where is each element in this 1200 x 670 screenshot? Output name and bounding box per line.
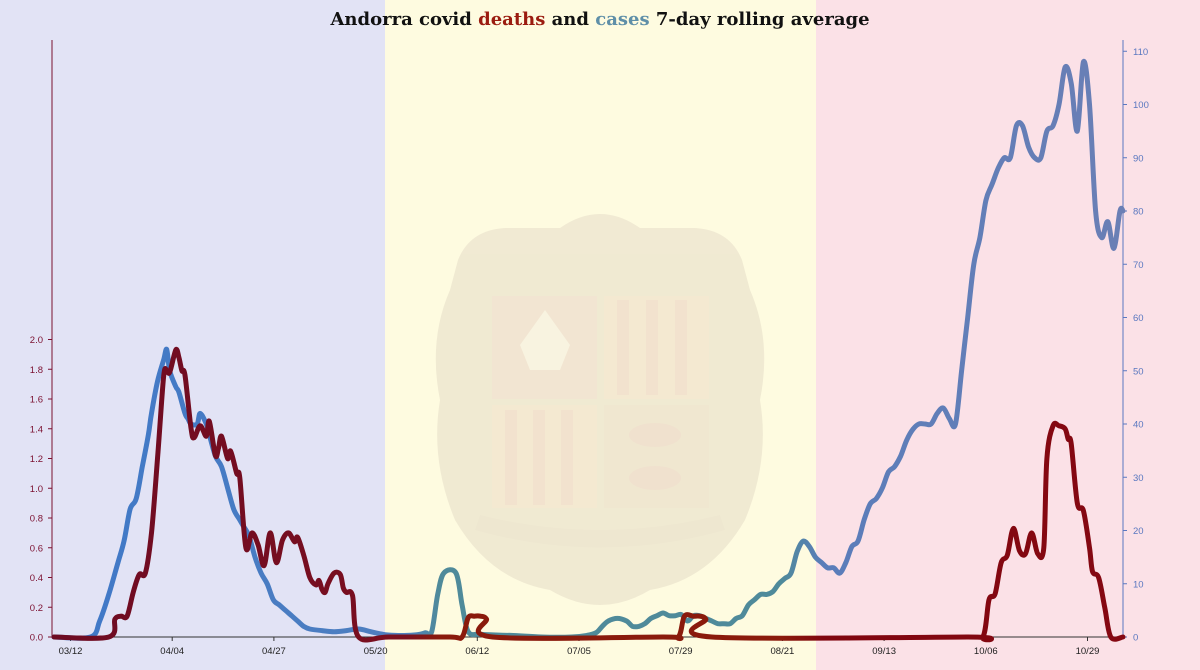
x-tick-label: 04/04 bbox=[160, 646, 184, 657]
y-right-tick-label: 80 bbox=[1133, 207, 1144, 218]
x-tick-label: 07/05 bbox=[567, 646, 591, 657]
y-left-tick-label: 0.0 bbox=[30, 633, 43, 644]
x-tick-label: 10/06 bbox=[974, 646, 998, 657]
series-line-deaths bbox=[51, 346, 1126, 643]
y-right-tick-label: 30 bbox=[1133, 473, 1144, 484]
y-right-tick-label: 60 bbox=[1133, 313, 1144, 324]
axis-ticks: 0.0 0.2 0.4 0.6 0.8 1.0 1.2 1.4 1.6 1.8 2.0 0 10 20 30… bbox=[30, 47, 1149, 657]
y-left-tick-label: 1.6 bbox=[30, 395, 43, 406]
x-tick-label: 05/20 bbox=[364, 646, 388, 657]
y-left-tick-label: 0.6 bbox=[30, 543, 43, 554]
x-tick-label: 10/29 bbox=[1076, 646, 1100, 657]
x-tick-label: 07/29 bbox=[669, 646, 693, 657]
title-part-plain-3: 7-day rolling average bbox=[650, 9, 870, 30]
y-left-tick-label: 1.8 bbox=[30, 365, 43, 376]
title-part-plain-1: Andorra covid bbox=[329, 9, 478, 30]
band-blue bbox=[0, 0, 385, 670]
series-deaths bbox=[51, 346, 1126, 643]
x-tick-label: 04/27 bbox=[262, 646, 286, 657]
title-part-cases: cases bbox=[595, 9, 649, 30]
y-right-tick-label: 70 bbox=[1133, 260, 1144, 271]
y-left-tick-label: 1.2 bbox=[30, 454, 43, 465]
title-part-deaths: deaths bbox=[478, 9, 545, 30]
y-right-tick-label: 10 bbox=[1133, 579, 1144, 590]
y-left-tick-label: 1.0 bbox=[30, 484, 43, 495]
x-tick-label: 03/12 bbox=[59, 646, 83, 657]
y-right-tick-label: 50 bbox=[1133, 366, 1144, 377]
y-left-tick-label: 1.4 bbox=[30, 424, 43, 435]
y-right-tick-label: 100 bbox=[1133, 100, 1149, 111]
y-left-tick-label: 0.8 bbox=[30, 514, 43, 525]
y-right-tick-label: 20 bbox=[1133, 526, 1144, 537]
y-left-tick-label: 2.0 bbox=[30, 335, 43, 346]
series-line-cases bbox=[51, 58, 1126, 641]
y-right-tick-label: 40 bbox=[1133, 420, 1144, 431]
series-cases bbox=[51, 58, 1126, 641]
y-left-tick-label: 0.4 bbox=[30, 573, 43, 584]
chart-title: Andorra covid deaths and cases 7-day rol… bbox=[329, 9, 869, 30]
x-tick-label: 06/12 bbox=[465, 646, 489, 657]
x-tick-label: 09/13 bbox=[872, 646, 896, 657]
coat-of-arms-emblem bbox=[435, 214, 765, 605]
title-part-plain-2: and bbox=[545, 9, 595, 30]
series-lines bbox=[51, 58, 1126, 643]
y-right-tick-label: 110 bbox=[1133, 47, 1148, 58]
y-right-tick-label: 0 bbox=[1133, 633, 1138, 644]
y-left-tick-label: 0.2 bbox=[30, 603, 43, 614]
y-right-tick-label: 90 bbox=[1133, 153, 1144, 164]
x-tick-label: 08/21 bbox=[771, 646, 795, 657]
